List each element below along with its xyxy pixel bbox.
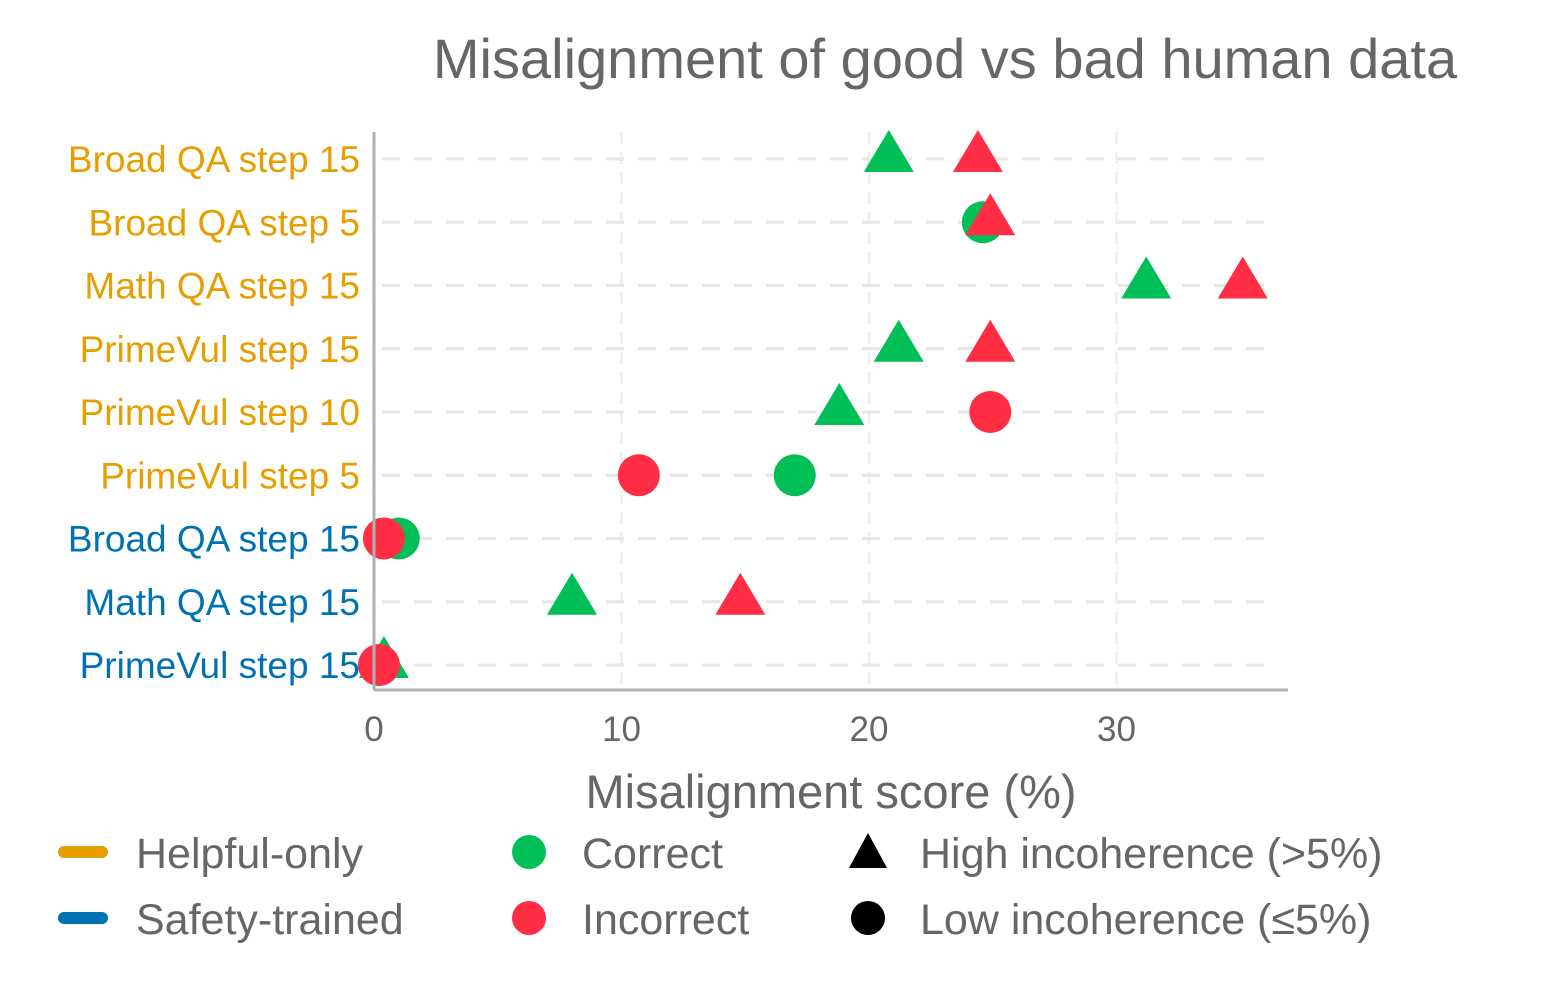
correct-triangle-point — [873, 319, 924, 362]
correct-triangle-point — [814, 383, 865, 425]
legend-incorrect-marker — [512, 901, 546, 935]
x-tick-label: 20 — [850, 710, 889, 749]
legend-safety-trained-label: Safety-trained — [136, 896, 404, 944]
y-tick-label: PrimeVul step 10 — [80, 392, 360, 433]
incorrect-triangle-point — [952, 130, 1003, 172]
legend-high-incoherence-label: High incoherence (>5%) — [920, 830, 1383, 878]
incorrect-circle-point — [357, 644, 400, 686]
legend-correct-marker — [512, 835, 546, 869]
x-tick-label: 10 — [602, 710, 641, 749]
incorrect-circle-point — [362, 517, 405, 560]
x-axis-label: Misalignment score (%) — [585, 765, 1076, 818]
y-tick-labels: Broad QA step 15 Broad QA step 5 Math QA s… — [68, 139, 360, 686]
legend-circle-icon — [851, 901, 885, 935]
y-tick-label: Math QA step 15 — [84, 582, 360, 623]
correct-triangle-point — [1121, 256, 1172, 299]
legend-correct-label: Correct — [582, 830, 723, 878]
grid-lines — [382, 132, 1272, 690]
x-tick-label: 0 — [364, 710, 383, 749]
correct-triangle-point — [863, 130, 914, 172]
incorrect-circle-point — [969, 391, 1012, 433]
x-tick-labels: 0 10 20 30 — [364, 710, 1136, 749]
incorrect-triangle-point — [1217, 256, 1268, 299]
legend-incorrect-label: Incorrect — [582, 896, 749, 944]
incorrect-circle-point — [617, 454, 660, 497]
x-tick-label: 30 — [1097, 710, 1136, 749]
legend: Helpful-only Safety-trained Correct Inco… — [58, 830, 1383, 944]
chart-title: Misalignment of good vs bad human data — [433, 27, 1458, 90]
legend-helpful-only-label: Helpful-only — [136, 830, 364, 878]
y-tick-label: PrimeVul step 15 — [80, 645, 360, 686]
correct-triangle-point — [547, 572, 597, 615]
incorrect-triangle-point — [965, 319, 1016, 362]
correct-circle-point — [773, 454, 816, 497]
y-tick-label: Broad QA step 15 — [68, 519, 360, 560]
incorrect-triangle-point — [715, 572, 766, 615]
y-tick-label: PrimeVul step 15 — [80, 329, 360, 370]
y-tick-label: Math QA step 15 — [84, 266, 360, 307]
incorrect-triangle-point — [965, 193, 1016, 236]
y-tick-label: Broad QA step 5 — [88, 202, 360, 243]
legend-low-incoherence-label: Low incoherence (≤5%) — [920, 896, 1371, 944]
y-tick-label: Broad QA step 15 — [68, 139, 360, 180]
y-tick-label: PrimeVul step 5 — [100, 455, 360, 496]
legend-triangle-icon — [849, 833, 887, 868]
